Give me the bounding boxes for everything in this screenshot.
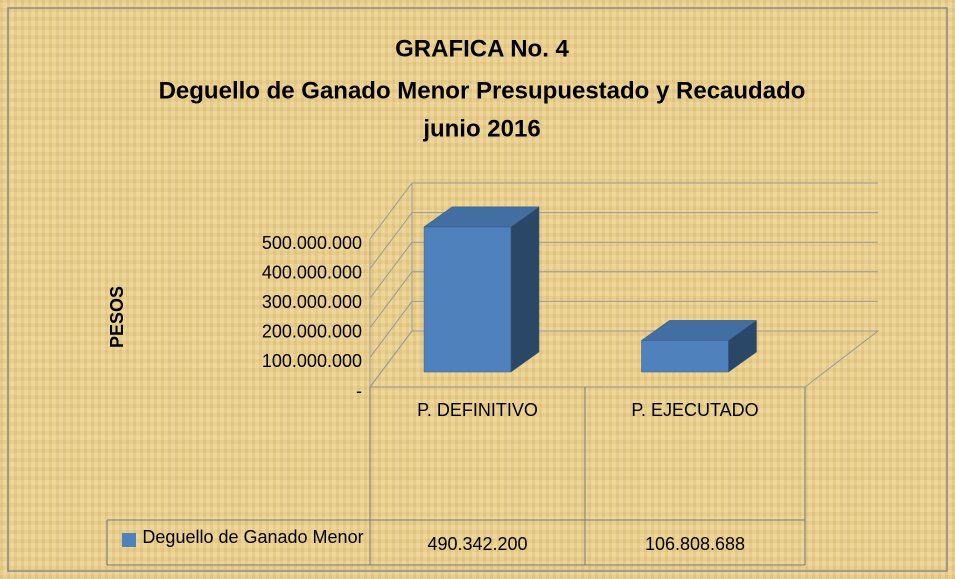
grid-line xyxy=(369,182,878,240)
x-tick-label: P. EJECUTADO xyxy=(631,400,759,420)
grid-line xyxy=(369,241,878,299)
y-tick-label: - xyxy=(356,381,362,401)
legend-swatch xyxy=(122,533,136,547)
y-tick-label: 100.000.000 xyxy=(262,351,362,371)
frame xyxy=(7,7,948,572)
chart-subtitle: Deguello de Ganado Menor Presupuestado y… xyxy=(159,77,806,104)
chart-date: junio 2016 xyxy=(422,115,540,142)
bar xyxy=(423,206,540,373)
y-tick-label: 300.000.000 xyxy=(262,292,362,312)
bar-front xyxy=(423,226,512,373)
x-tick-label: P. DEFINITIVO xyxy=(417,400,538,420)
data-table-value: 490.342.200 xyxy=(427,534,528,554)
grid-line xyxy=(369,271,878,329)
y-tick-label: 400.000.000 xyxy=(262,262,362,282)
bar-side xyxy=(510,206,540,373)
chart-title: GRAFICA No. 4 xyxy=(395,35,569,62)
bar xyxy=(640,319,758,373)
bar-top xyxy=(423,206,540,228)
grid-line xyxy=(369,212,878,269)
y-tick-label: 500.000.000 xyxy=(262,233,362,253)
legend-label: Deguello de Ganado Menor xyxy=(142,527,364,547)
bar-front xyxy=(641,340,729,373)
bar-top xyxy=(640,320,758,341)
grid-line xyxy=(369,300,878,358)
data-table-value: 106.808.688 xyxy=(644,534,746,554)
y-axis-label: PESOS xyxy=(107,286,127,348)
y-tick-label: 200.000.000 xyxy=(262,322,362,342)
